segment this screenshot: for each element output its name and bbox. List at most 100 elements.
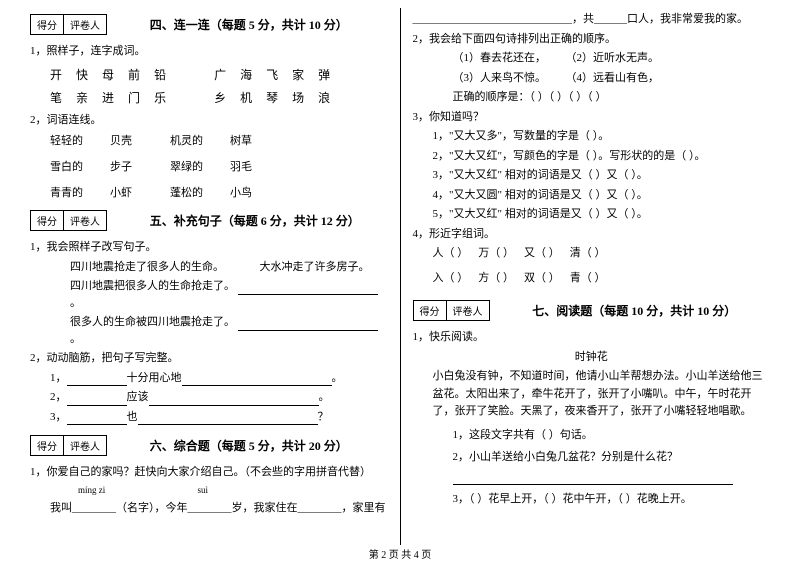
- s7-1: 1，这段文字共有（ ）句话。: [413, 427, 771, 444]
- s7-2-blank: [413, 469, 771, 486]
- left-column: 得分 评卷人 四、连一连（每题 5 分，共计 10 分） 1，照样子，连字成词。…: [20, 8, 398, 545]
- k4: 4，"又大又圆" 相对的词语是又（ ）又（ ）。: [413, 187, 771, 204]
- char-cell: 飞: [266, 66, 278, 83]
- char-cell: 琴: [266, 89, 278, 106]
- poem-12: （1）春去花还在， （2）近听水无声。: [413, 50, 771, 67]
- xing-cell: 入（ ）: [433, 270, 469, 287]
- grid-cell: 树草: [230, 132, 290, 148]
- grid-cell: 贝壳: [110, 132, 170, 148]
- char-row-1: 开快母前铅 广海飞家弹: [30, 66, 388, 83]
- l2a: 2，: [50, 391, 67, 403]
- char-cell: 母: [102, 66, 114, 83]
- xing-cell: 青（ ）: [570, 270, 606, 287]
- s5-s1: 四川地震抢走了很多人的生命。: [70, 261, 224, 273]
- grid-cell: 蓬松的: [170, 184, 230, 200]
- char-cell: 进: [102, 89, 114, 106]
- blank: [238, 320, 378, 331]
- blank: [453, 474, 733, 485]
- rq3: 3，你知道吗？: [413, 109, 771, 126]
- char-cell: 浪: [318, 89, 330, 106]
- order: 正确的顺序是：（ ）（ ）（ ）（ ）: [413, 89, 771, 106]
- l1a: 1，: [50, 372, 67, 384]
- char-cell: 开: [50, 66, 62, 83]
- xing-cell: 人（ ）: [433, 245, 469, 262]
- s5-s4: 很多人的生命被四川地震抢走了。: [70, 316, 235, 328]
- grid-cell: 步子: [110, 158, 170, 174]
- score-box-5: 得分 评卷人: [30, 210, 107, 231]
- section-7-title: 七、阅读题（每题 10 分，共计 10 分）: [532, 302, 736, 319]
- char-cell: 亲: [76, 89, 88, 106]
- xing-cell: 清（ ）: [570, 245, 606, 262]
- grader-label: 评卷人: [64, 15, 106, 34]
- xing-cell: 万（ ）: [478, 245, 514, 262]
- grid-cell: 翠绿的: [170, 158, 230, 174]
- q5-2-l3: 3，也？: [30, 409, 388, 426]
- char-row-2: 笔亲进门乐乡机琴场浪: [30, 89, 388, 106]
- blank: [67, 375, 127, 386]
- column-divider: [400, 8, 401, 545]
- l3m: 也: [127, 411, 138, 423]
- char-cell: 弹: [318, 66, 330, 83]
- xing-cell: 方（ ）: [478, 270, 514, 287]
- grid-cell: 机灵的: [170, 132, 230, 148]
- section-5-header: 得分 评卷人 五、补充句子（每题 6 分，共计 12 分）: [30, 210, 388, 235]
- char-cell: 家: [292, 66, 304, 83]
- grid-cell: 羽毛: [230, 158, 290, 174]
- score-label: 得分: [31, 436, 64, 455]
- blank: [149, 395, 319, 406]
- right-column: _____________________________，共______口人，…: [403, 8, 781, 545]
- char-cell: 快: [76, 66, 88, 83]
- q6-pinyin: míng zi suì: [30, 484, 388, 498]
- char-cell: 广: [214, 66, 226, 83]
- k3: 3，"又大又红" 相对的词语是又（ ）又（ ）。: [413, 167, 771, 184]
- q5-2: 2，动动脑筋，把句子写完整。: [30, 350, 388, 367]
- blank: [67, 395, 127, 406]
- blank: [182, 375, 332, 386]
- q5-2-l2: 2，应该。: [30, 389, 388, 406]
- score-label: 得分: [31, 15, 64, 34]
- char-cell: 门: [128, 89, 140, 106]
- s5-line: 四川地震抢走了很多人的生命。 大水冲走了许多房子。: [30, 259, 388, 276]
- char-cell: 前: [128, 66, 140, 83]
- q6-line: 我叫________（名字），今年________岁，我家住在________，…: [30, 500, 388, 517]
- s5-s3: 四川地震把很多人的生命抢走了。: [70, 280, 235, 292]
- passage: 小白兔没有钟，不知道时间，他请小山羊帮想办法。小山羊送给他三盆花。太阳出来了，牵…: [413, 368, 771, 421]
- page-footer: 第 2 页 共 4 页: [0, 546, 800, 561]
- xing-cell: 双（ ）: [524, 270, 560, 287]
- char-cell: 场: [292, 89, 304, 106]
- score-box-7: 得分 评卷人: [413, 300, 490, 321]
- p4: （4）远看山有色，: [566, 72, 660, 84]
- section-7-header: 得分 评卷人 七、阅读题（每题 10 分，共计 10 分）: [413, 300, 771, 325]
- grid-cell: 小鸟: [230, 184, 290, 200]
- l1m: 十分用心地: [127, 372, 182, 384]
- section-4-title: 四、连一连（每题 5 分，共计 10 分）: [150, 16, 348, 33]
- blank: [67, 414, 127, 425]
- cont-line: _____________________________，共______口人，…: [413, 11, 771, 28]
- q4-1: 1，照样子，连字成词。: [30, 43, 388, 60]
- p1: （1）春去花还在，: [453, 52, 547, 64]
- blank: [138, 414, 318, 425]
- s5-s2: 大水冲走了许多房子。: [260, 261, 370, 273]
- q7-1: 1，快乐阅读。: [413, 329, 771, 346]
- score-label: 得分: [31, 211, 64, 230]
- passage-title: 时钟花: [413, 349, 771, 366]
- l3a: 3，: [50, 411, 67, 423]
- xing-cell: 又（ ）: [524, 245, 560, 262]
- poem-34: （3）人来鸟不惊。 （4）远看山有色，: [413, 70, 771, 87]
- blank: [238, 284, 378, 295]
- s7-2: 2，小山羊送给小白兔几盆花？分别是什么花？: [413, 449, 771, 466]
- grid-cell: 小虾: [110, 184, 170, 200]
- q5-1: 1，我会照样子改写句子。: [30, 239, 388, 256]
- grader-label: 评卷人: [447, 301, 489, 320]
- score-box-4: 得分 评卷人: [30, 14, 107, 35]
- grid-cell: 轻轻的: [50, 132, 110, 148]
- py2: suì: [198, 485, 209, 495]
- grader-label: 评卷人: [64, 211, 106, 230]
- grid-cell: 青青的: [50, 184, 110, 200]
- rq2: 2，我会给下面四句诗排列出正确的顺序。: [413, 31, 771, 48]
- char-cell: 海: [240, 66, 252, 83]
- section-6-title: 六、综合题（每题 5 分，共计 20 分）: [150, 437, 348, 454]
- section-4-header: 得分 评卷人 四、连一连（每题 5 分，共计 10 分）: [30, 14, 388, 39]
- l2m: 应该: [127, 391, 149, 403]
- char-cell: 铅: [154, 66, 166, 83]
